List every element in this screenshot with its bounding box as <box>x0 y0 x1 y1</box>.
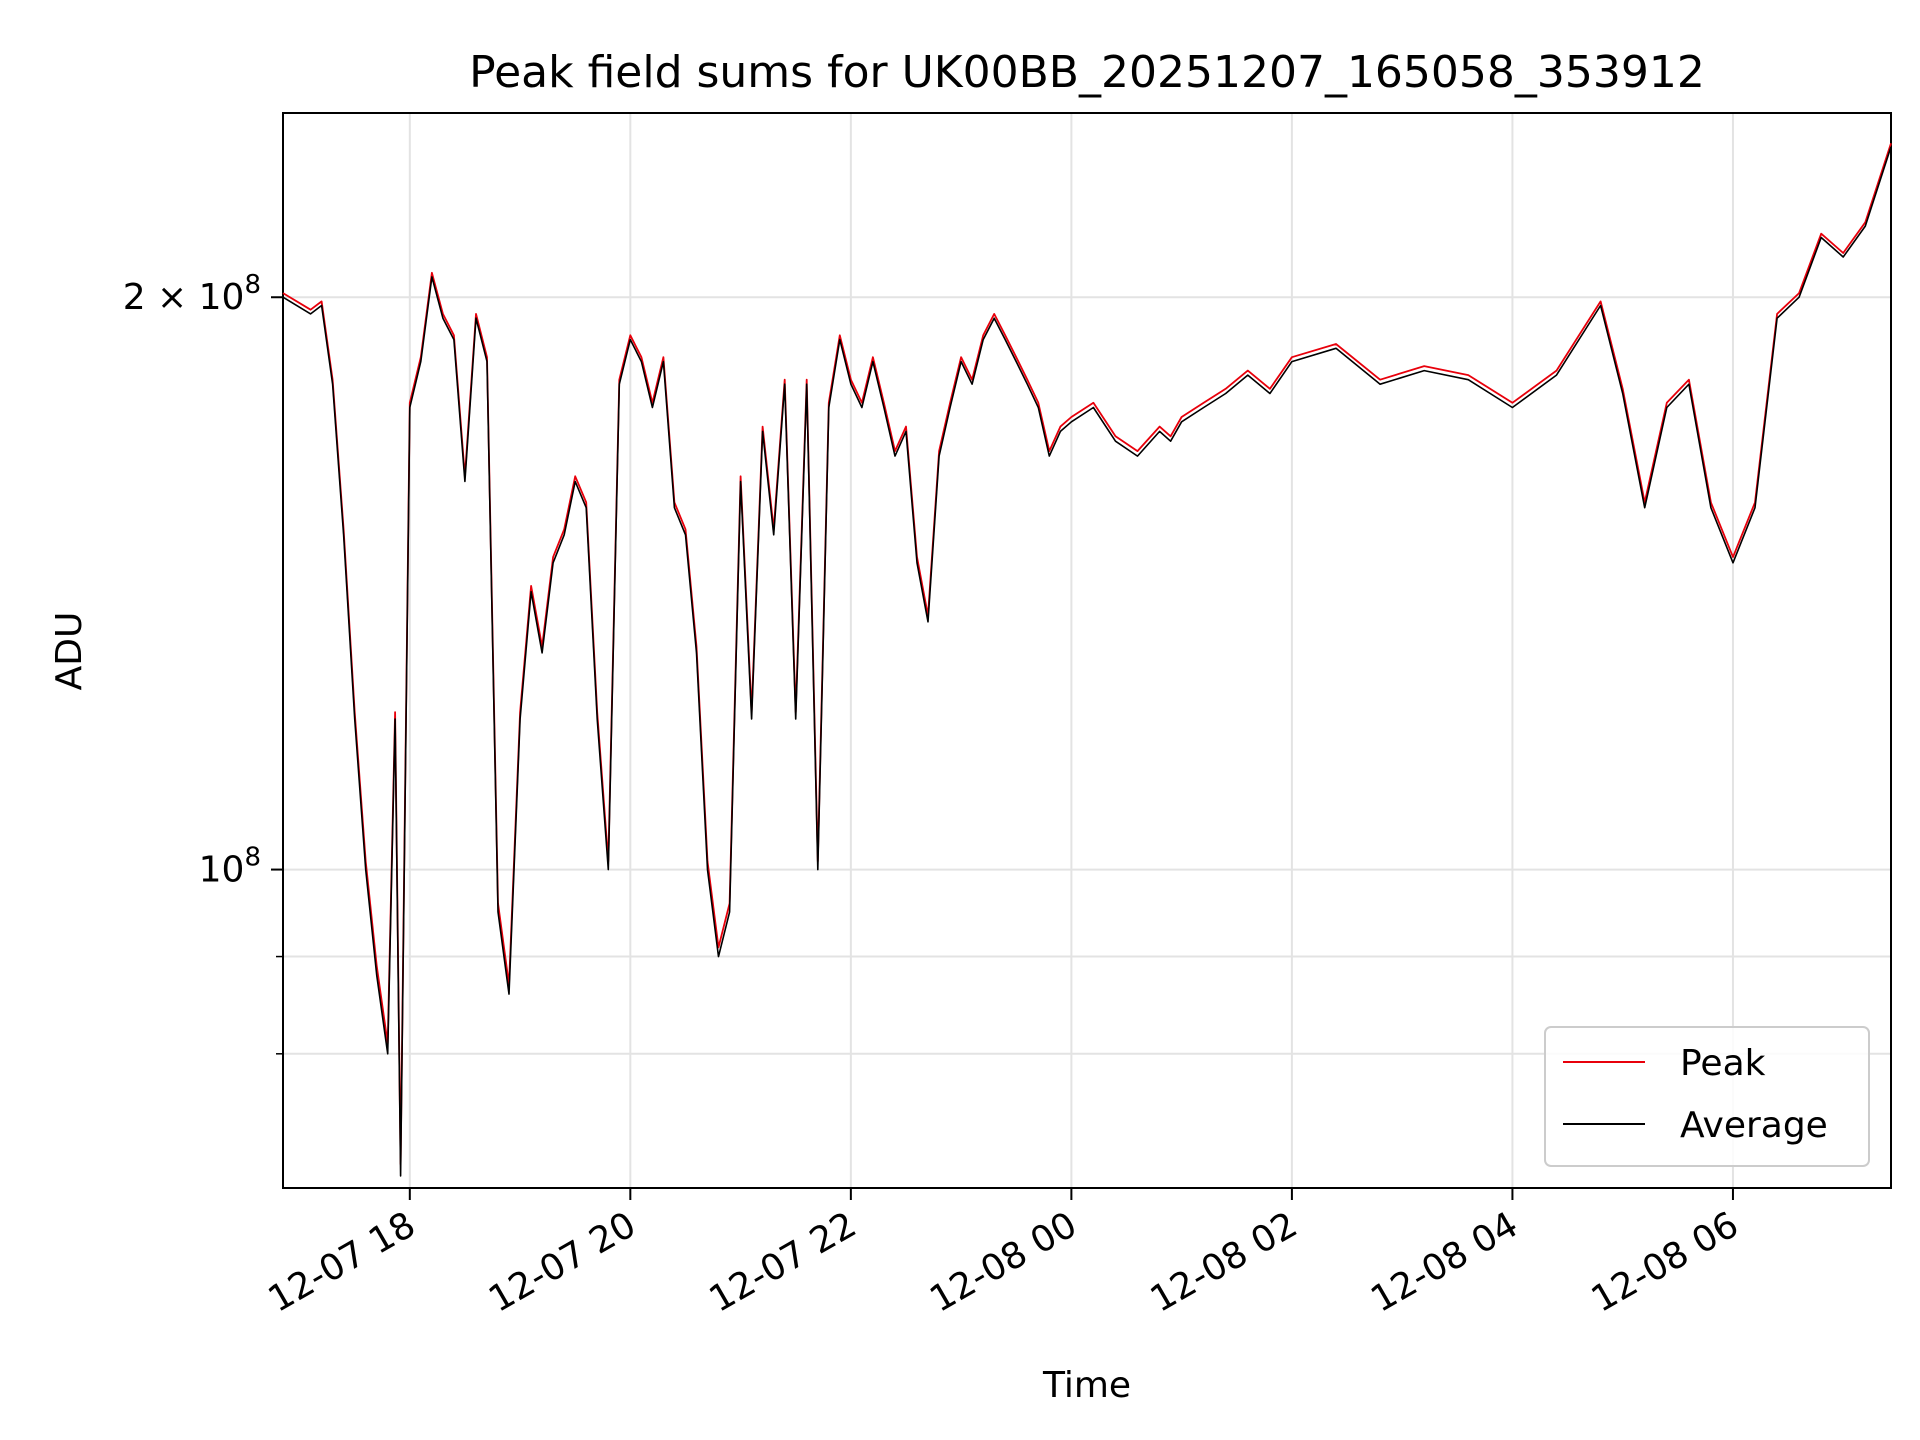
legend-average-label: Average <box>1680 1105 1828 1146</box>
legend: Peak Average <box>1544 1026 1870 1167</box>
y-axis-label: ADU <box>49 612 90 691</box>
y-tick-label: 108 <box>199 843 261 891</box>
series-peak-line <box>282 143 1892 1165</box>
y-axis: 108 2 × 108 <box>123 270 283 1055</box>
series-layer <box>282 143 1892 1177</box>
x-axis-label: Time <box>1042 1365 1131 1406</box>
series-average-line <box>282 146 1892 1177</box>
legend-peak-label: Peak <box>1680 1043 1766 1084</box>
y-tick-label: 2 × 108 <box>123 270 261 318</box>
chart-title: Peak field sums for UK00BB_20251207_1650… <box>469 47 1705 98</box>
plot-area <box>282 112 1892 1189</box>
